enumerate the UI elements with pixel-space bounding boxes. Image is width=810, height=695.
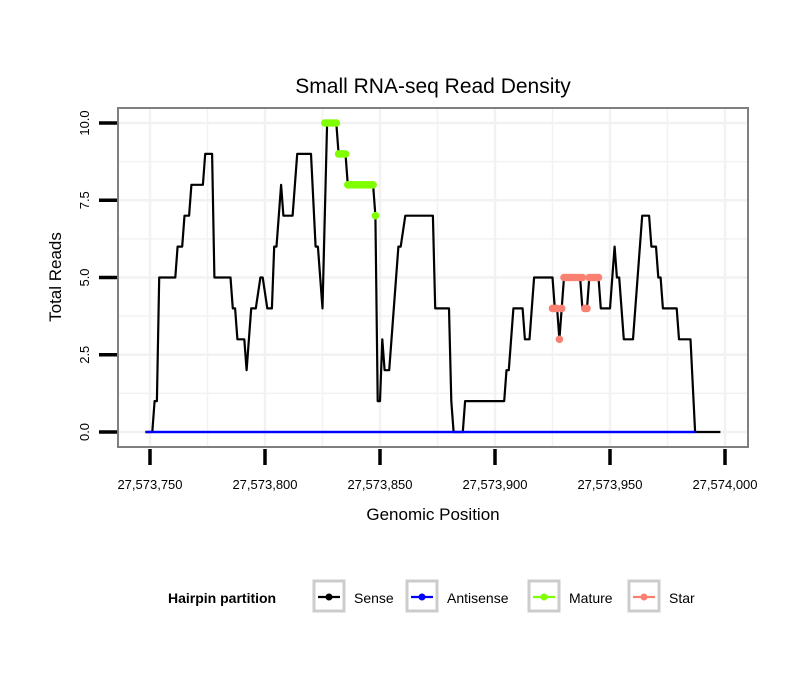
series-layer: [145, 119, 721, 434]
x-tick-label: 27,573,800: [232, 477, 297, 492]
x-tick-label: 27,573,750: [117, 477, 182, 492]
star-point: [594, 273, 603, 282]
y-axis: 0.0 2.5 5.0 7.5 10.0: [77, 110, 117, 441]
x-tick-label: 27,574,000: [692, 477, 757, 492]
mature-point: [371, 211, 380, 220]
mature-point: [332, 119, 341, 127]
legend-key-point: [540, 593, 548, 601]
legend-title: Hairpin partition: [168, 590, 276, 606]
y-tick-label: 10.0: [77, 110, 92, 135]
y-axis-label: Total Reads: [46, 232, 65, 322]
sense-line: [145, 121, 721, 434]
mature-point: [369, 181, 377, 189]
legend-entry-antisense: Antisense: [447, 590, 509, 606]
y-tick-label: 0.0: [77, 423, 92, 441]
legend-entry-mature: Mature: [569, 590, 613, 606]
star-point: [557, 304, 566, 313]
legend-key-point: [418, 593, 426, 601]
y-tick-label: 7.5: [77, 191, 92, 209]
star-point: [578, 273, 587, 282]
x-tick-label: 27,573,900: [462, 477, 527, 492]
legend-entry-star: Star: [669, 590, 695, 606]
x-axis: 27,573,750 27,573,800 27,573,850 27,573,900…: [117, 449, 758, 492]
plot-panel-border: [117, 107, 749, 448]
y-tick-label: 2.5: [77, 346, 92, 364]
mature-point: [341, 150, 350, 158]
x-tick-label: 27,573,850: [347, 477, 412, 492]
legend-key-point: [640, 593, 648, 601]
legend: Hairpin partition Sense Antisense Mature St…: [168, 579, 695, 613]
legend-entry-sense: Sense: [354, 590, 394, 606]
chart-title: Small RNA-seq Read Density: [295, 75, 571, 98]
y-tick-label: 5.0: [77, 268, 92, 286]
x-axis-label: Genomic Position: [366, 505, 499, 524]
legend-key-point: [325, 593, 333, 601]
star-point: [583, 304, 591, 313]
x-tick-label: 27,573,950: [577, 477, 642, 492]
star-point: [555, 335, 564, 344]
